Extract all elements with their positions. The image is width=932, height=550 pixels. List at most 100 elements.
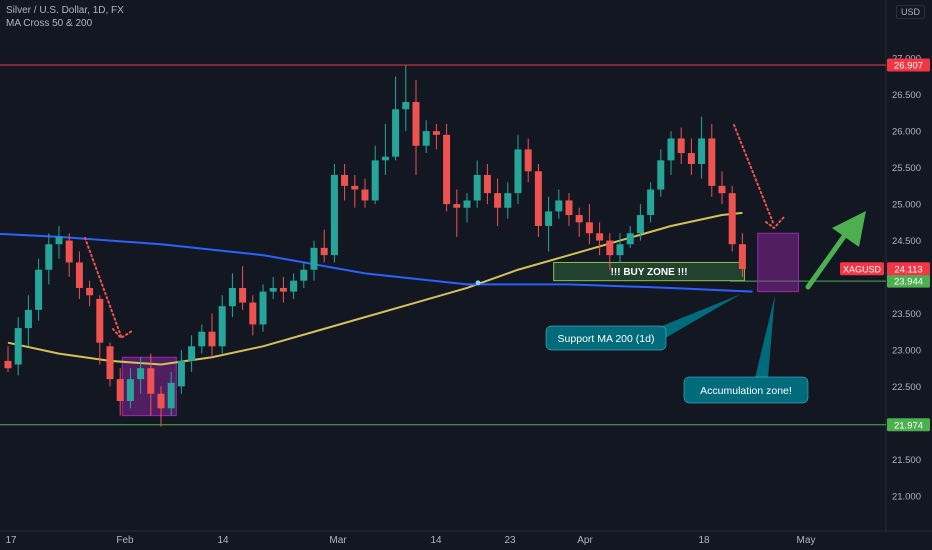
candle xyxy=(228,273,236,318)
last-price-tag: 24.113 xyxy=(894,264,922,275)
candle xyxy=(657,149,665,197)
price-tick-label: 25.000 xyxy=(892,200,921,211)
candle-body xyxy=(473,174,481,201)
candle-body xyxy=(157,393,165,409)
level-price-tag: 23.944 xyxy=(894,277,923,288)
candle-body xyxy=(116,379,124,402)
candle xyxy=(636,204,644,241)
candle xyxy=(96,295,104,365)
candle-body xyxy=(86,287,94,296)
price-tick-label: 21.000 xyxy=(892,491,921,502)
level-price-tag-bg xyxy=(887,274,930,288)
price-tick-label: 24.500 xyxy=(892,236,921,247)
price-tick-label: 26.000 xyxy=(892,127,921,138)
accumulation-box-future xyxy=(757,232,800,293)
candle xyxy=(300,262,308,288)
candle xyxy=(422,120,430,154)
candle xyxy=(718,171,726,205)
candle xyxy=(177,349,185,394)
candle-body xyxy=(65,240,73,263)
ma-cross-marker xyxy=(475,280,481,286)
accumulation-callout-label: Accumulation zone! xyxy=(700,385,792,397)
candle-body xyxy=(24,309,32,329)
candle-body xyxy=(585,222,593,234)
candle xyxy=(606,233,614,270)
candle-body xyxy=(55,236,63,245)
candle-body xyxy=(708,138,716,186)
candle xyxy=(157,386,165,427)
candle xyxy=(616,233,624,263)
candle-body xyxy=(687,153,695,164)
candle-body xyxy=(667,138,675,161)
symbol-tag: XAGUSD xyxy=(843,264,882,274)
candle-body xyxy=(320,247,328,256)
projection-arrow-2-head xyxy=(765,216,785,230)
candle xyxy=(504,182,512,219)
time-tick-label: 17 xyxy=(5,535,17,546)
candle xyxy=(259,284,267,332)
candle-body xyxy=(738,244,746,270)
candle xyxy=(320,229,328,263)
candle-body xyxy=(279,287,287,292)
candle-body xyxy=(96,298,104,343)
candle xyxy=(453,189,461,237)
candle-body xyxy=(636,215,644,234)
candle xyxy=(473,160,481,208)
time-tick-label: Mar xyxy=(329,535,347,546)
candle-body xyxy=(106,346,114,380)
time-tick-label: Apr xyxy=(577,535,593,546)
candle-body xyxy=(228,287,236,307)
candle xyxy=(341,163,349,201)
candle xyxy=(361,178,369,208)
level-price-tag: 26.907 xyxy=(894,61,923,72)
price-tick-label: 22.500 xyxy=(892,382,921,393)
candle-body xyxy=(453,204,461,208)
accumulation-callout-pointer xyxy=(755,295,775,378)
candle-body xyxy=(565,200,573,216)
candle xyxy=(432,123,440,150)
level-price-tag-bg xyxy=(887,418,930,432)
candle xyxy=(249,295,257,336)
candle xyxy=(14,317,22,376)
candle-body xyxy=(555,200,563,212)
candle-body xyxy=(626,233,634,245)
candle-body xyxy=(259,291,267,325)
price-tick-label: 26.500 xyxy=(892,90,921,101)
candle-body xyxy=(351,185,359,190)
candle xyxy=(106,342,114,387)
candle-body xyxy=(677,138,685,154)
candle xyxy=(218,295,226,354)
candle xyxy=(137,357,145,394)
buy-zone-label: !!! BUY ZONE !!! xyxy=(611,267,688,278)
bullish-arrow-shaft xyxy=(805,225,853,290)
time-tick-label: 18 xyxy=(698,535,710,546)
buy-zone-box xyxy=(553,261,745,282)
candle xyxy=(167,371,175,416)
candle xyxy=(626,225,634,248)
candle xyxy=(402,65,410,132)
candle xyxy=(698,116,706,179)
candle-body xyxy=(137,368,145,380)
candle-body xyxy=(300,269,308,281)
projection-arrow-1 xyxy=(84,237,122,337)
candle-body xyxy=(534,171,542,226)
price-tick-label: 25.500 xyxy=(892,163,921,174)
ma200-line xyxy=(0,232,753,293)
candle xyxy=(667,131,675,175)
candle-body xyxy=(494,193,502,208)
candle-body xyxy=(218,306,226,347)
candle-body xyxy=(606,240,614,256)
candle-body xyxy=(361,189,369,201)
candle xyxy=(147,353,155,416)
candle xyxy=(494,178,502,226)
candle xyxy=(45,233,53,285)
candle-body xyxy=(45,244,53,270)
candle-body xyxy=(310,247,318,270)
candle xyxy=(483,163,491,205)
candle xyxy=(738,233,746,278)
support-callout-box xyxy=(545,325,667,351)
currency-button[interactable]: USD xyxy=(895,5,925,19)
last-price-tag-bg xyxy=(887,262,930,276)
candle xyxy=(279,277,287,303)
